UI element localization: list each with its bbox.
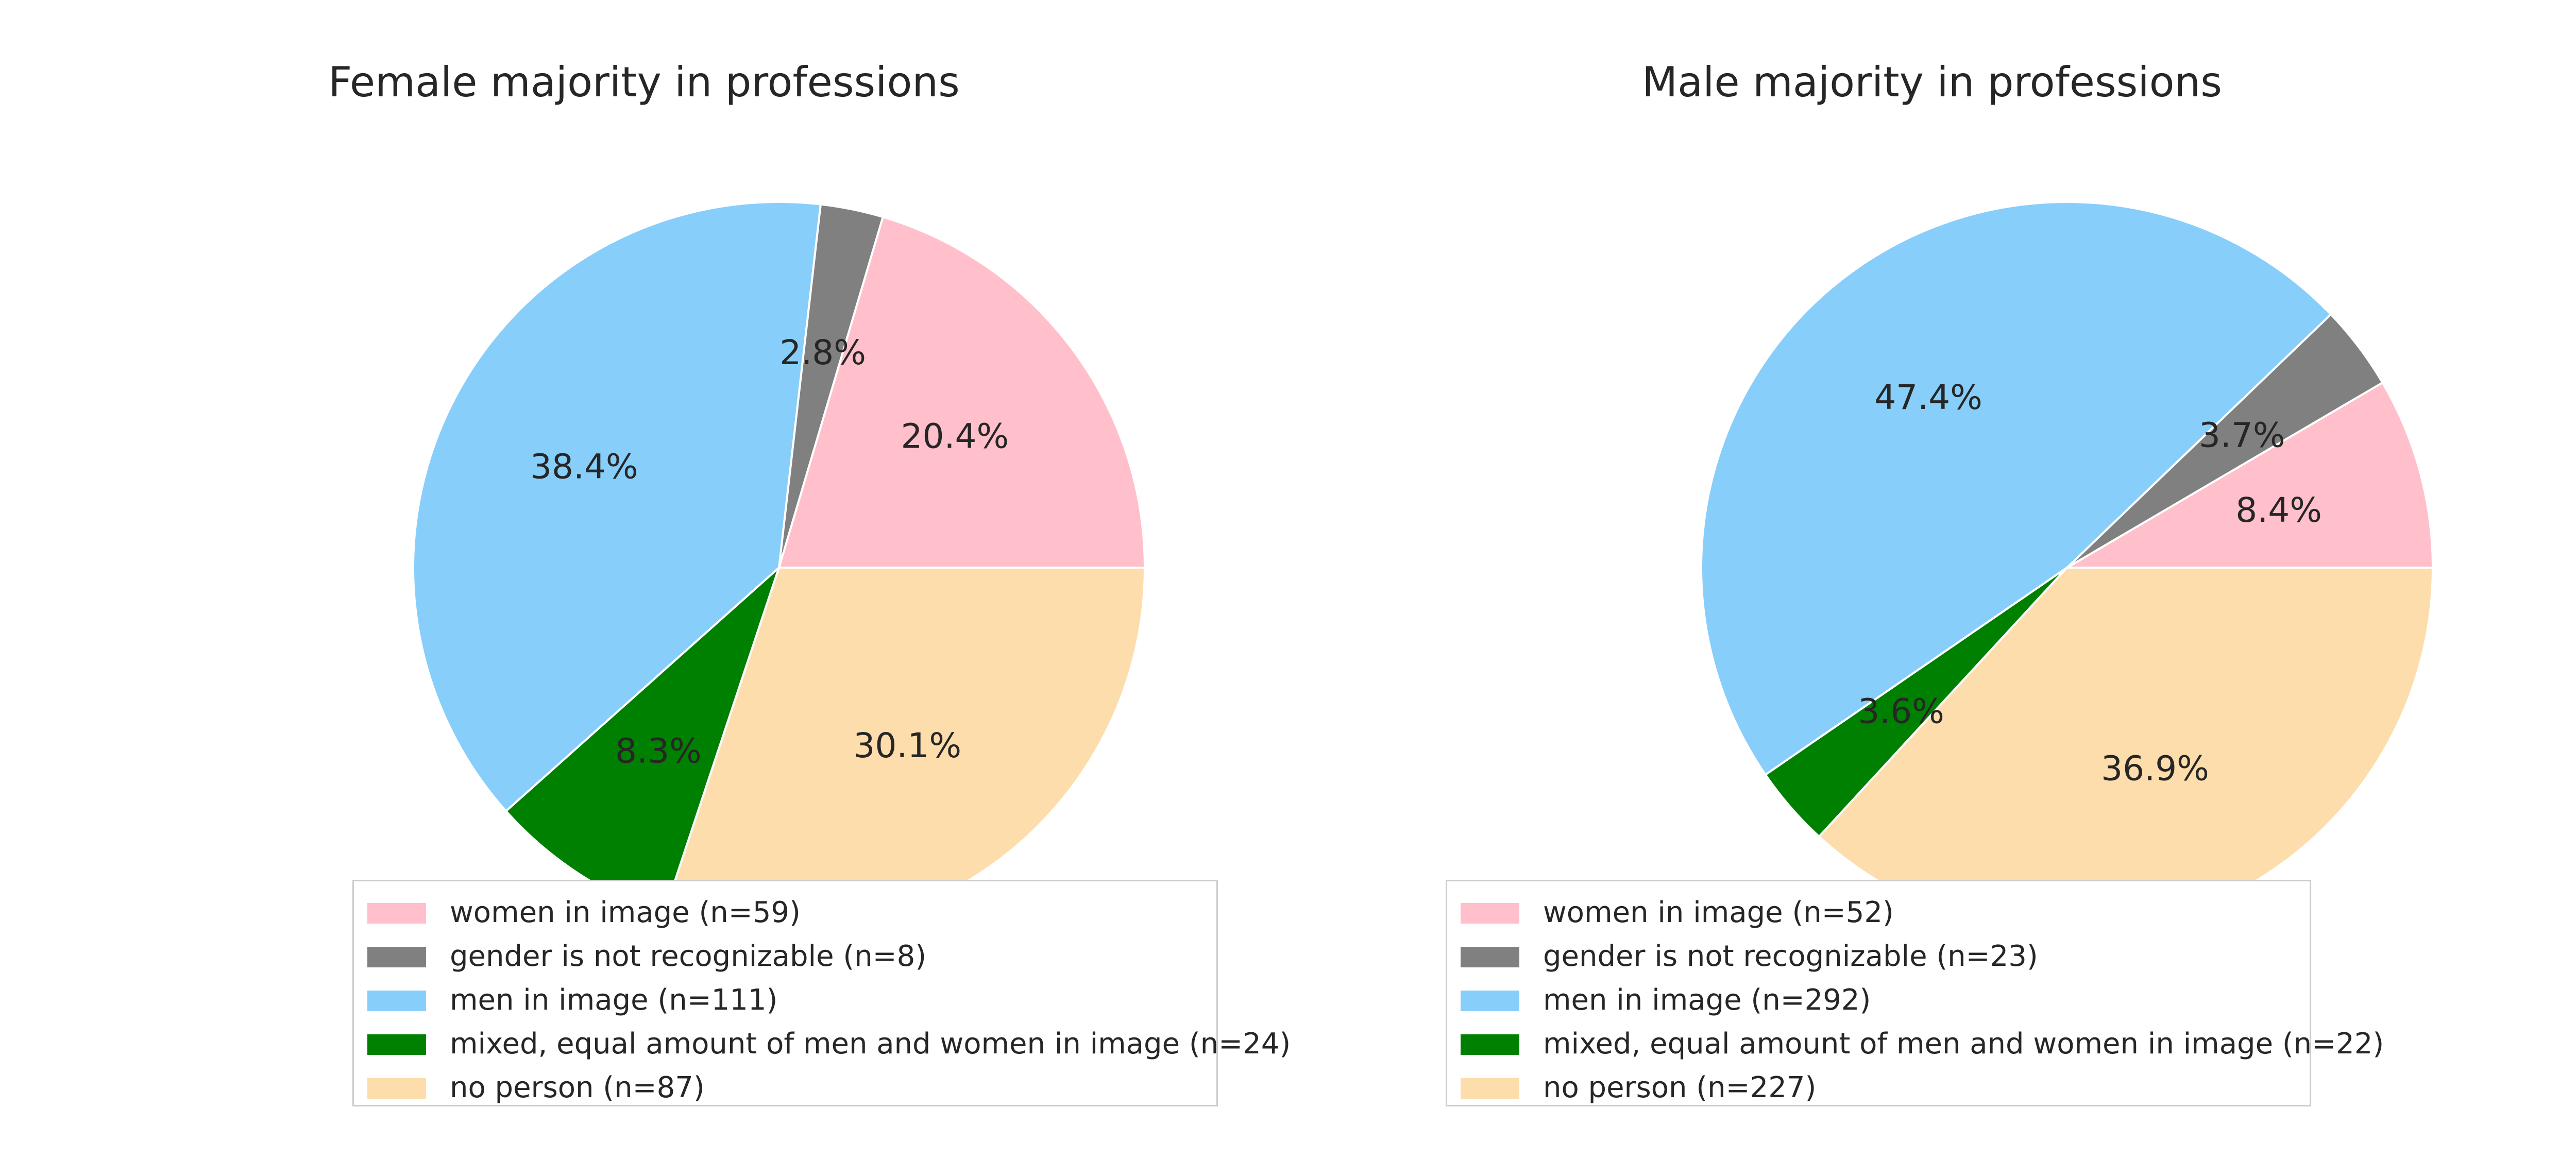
slice-percent-label: 8.3% bbox=[615, 731, 702, 771]
slice-percent-label: 30.1% bbox=[853, 726, 961, 765]
pie-slice bbox=[412, 201, 822, 813]
legend-swatch bbox=[367, 1034, 426, 1055]
legend-swatch bbox=[1461, 1078, 1519, 1099]
legend-swatch bbox=[367, 991, 426, 1011]
pie-chart-female: 20.4% 2.8% 38.4% 8.3% 30.1% bbox=[412, 201, 1146, 933]
legend-label: no person (n=227) bbox=[1543, 1071, 1817, 1104]
slice-percent-label: 36.9% bbox=[2101, 749, 2209, 789]
legend-swatch bbox=[1461, 947, 1519, 967]
pie-slice bbox=[777, 215, 1146, 569]
legend-item: men in image (n=111) bbox=[354, 978, 1216, 1022]
legend-item: gender is not recognizable (n=23) bbox=[1447, 934, 2310, 978]
legend-label: no person (n=87) bbox=[450, 1071, 705, 1104]
chart-title: Male majority in professions bbox=[1642, 58, 2222, 106]
pie-slice bbox=[2063, 381, 2434, 569]
legend-swatch bbox=[367, 1078, 426, 1099]
legend: women in image (n=59) gender is not reco… bbox=[352, 880, 1291, 1106]
slice-percent-label: 38.4% bbox=[530, 447, 638, 486]
legend-label: gender is not recognizable (n=8) bbox=[450, 940, 927, 973]
legend-swatch bbox=[367, 947, 426, 967]
pie-slice bbox=[1700, 201, 2333, 776]
legend-label: women in image (n=59) bbox=[450, 896, 801, 929]
legend-item: gender is not recognizable (n=8) bbox=[354, 934, 1216, 978]
pie-chart-male: 8.4% 3.7% 47.4% 3.6% 36.9% bbox=[1700, 201, 2434, 934]
slice-percent-label: 47.4% bbox=[1874, 378, 1982, 417]
legend-item: mixed, equal amount of men and women in … bbox=[1447, 1022, 2384, 1066]
legend-item: women in image (n=59) bbox=[354, 891, 1216, 934]
legend-label: women in image (n=52) bbox=[1543, 896, 1894, 929]
legend-swatch bbox=[1461, 991, 1519, 1011]
legend-swatch bbox=[1461, 1034, 1519, 1055]
legend-swatch bbox=[367, 903, 426, 924]
slice-percent-label: 2.8% bbox=[779, 333, 866, 372]
legend-item: men in image (n=292) bbox=[1447, 978, 2310, 1022]
slice-percent-label: 3.6% bbox=[1858, 691, 1944, 731]
legend-label: men in image (n=292) bbox=[1543, 983, 1871, 1017]
legend-item: no person (n=87) bbox=[354, 1066, 1216, 1110]
legend-label: men in image (n=111) bbox=[450, 983, 778, 1017]
legend-label: mixed, equal amount of men and women in … bbox=[1543, 1027, 2384, 1061]
chart-title: Female majority in professions bbox=[328, 58, 960, 106]
legend-label: gender is not recognizable (n=23) bbox=[1543, 940, 2038, 973]
legend-item: no person (n=227) bbox=[1447, 1066, 2310, 1110]
legend-label: mixed, equal amount of men and women in … bbox=[450, 1027, 1291, 1061]
slice-percent-label: 8.4% bbox=[2235, 490, 2322, 530]
legend-item: mixed, equal amount of men and women in … bbox=[354, 1022, 1291, 1066]
female-majority-chart: 20.4% 2.8% 38.4% 8.3% 30.1% Female majority … bbox=[328, 58, 1291, 1106]
slice-percent-label: 3.7% bbox=[2199, 415, 2285, 455]
legend-swatch bbox=[1461, 903, 1519, 924]
legend: women in image (n=52) gender is not reco… bbox=[1446, 880, 2384, 1106]
male-majority-chart: 8.4% 3.7% 47.4% 3.6% 36.9% Male majority in … bbox=[1288, 0, 2576, 1159]
legend-item: women in image (n=52) bbox=[1447, 891, 2310, 934]
slice-percent-label: 20.4% bbox=[901, 417, 1009, 456]
